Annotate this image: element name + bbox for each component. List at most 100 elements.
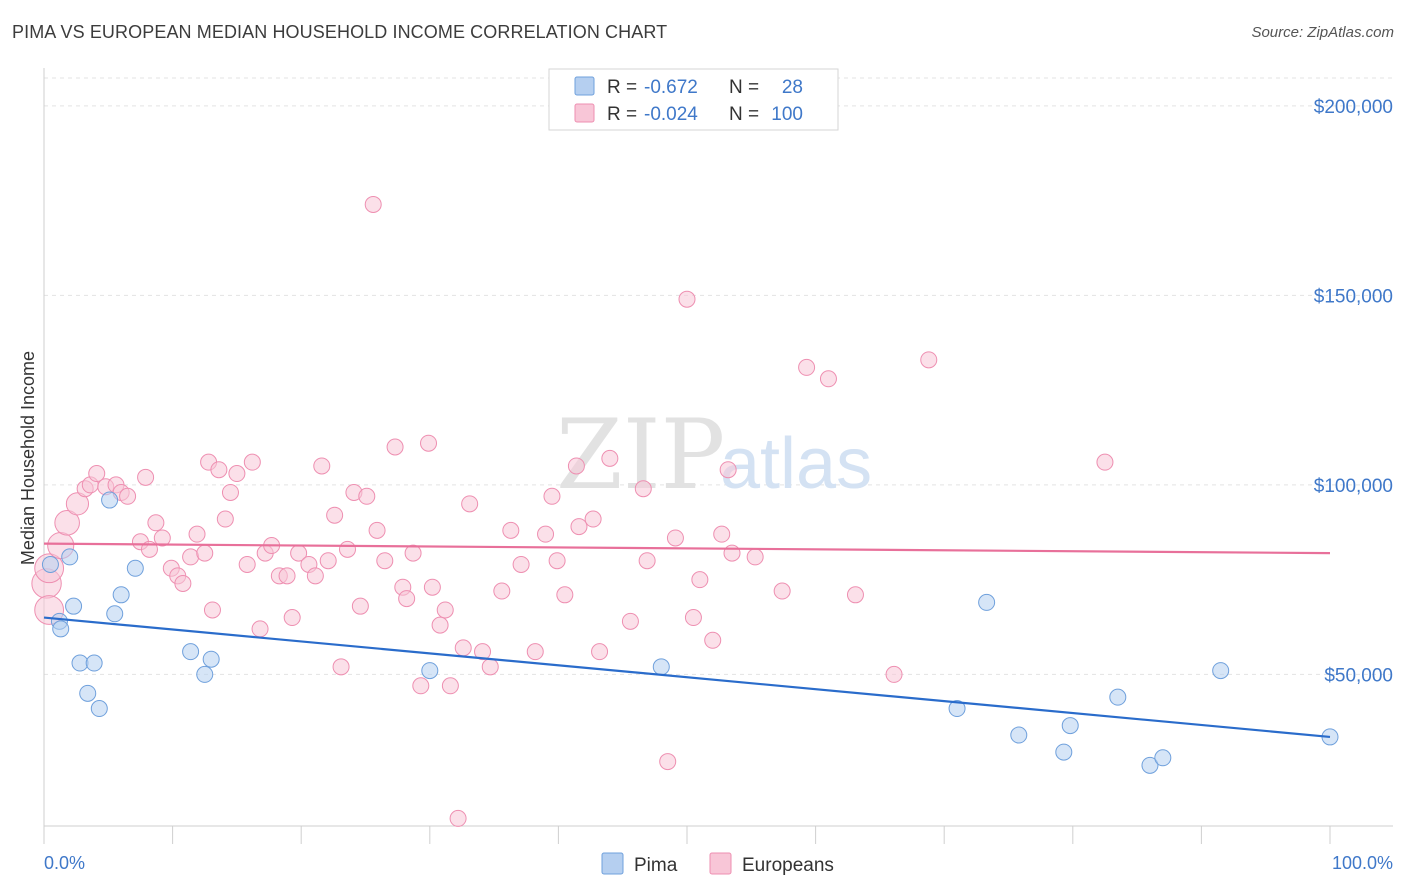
stats-legend-box [548,68,839,131]
europeans-point [283,609,301,627]
europeans-point [634,480,652,498]
europeans-point [182,548,200,566]
europeans-point [474,643,492,661]
europeans-point [719,461,737,479]
watermark-atlas: atlas [720,424,872,504]
europeans-point [188,525,206,543]
pima-swatch [574,76,595,96]
europeans-point [713,525,731,543]
pima-point [978,593,996,611]
europeans-point [441,677,459,695]
europeans-point [376,552,394,570]
pima-point [85,654,103,672]
europeans-point [203,601,221,619]
europeans-swatch [574,103,595,123]
series-legend: Pima Europeans [601,852,834,876]
europeans-point [691,571,709,589]
europeans-point [526,643,544,661]
pima-point [126,559,144,577]
europeans-point [493,582,511,600]
europeans-point [153,529,171,547]
europeans-point [1096,453,1114,471]
pima-point [1154,749,1172,767]
pima-point [112,586,130,604]
europeans-point [548,552,566,570]
europeans-point [147,514,165,532]
pima-point [652,658,670,676]
pima-point [1109,688,1127,706]
europeans-point [423,578,441,596]
europeans-point [210,461,228,479]
europeans-point [556,586,574,604]
europeans-point [319,552,337,570]
pima-point [71,654,89,672]
x-tick-label-max: 100.0% [1332,853,1393,873]
europeans-point [773,582,791,600]
europeans-point [621,612,639,630]
pima-trend-line [43,616,1331,739]
europeans-point [196,544,214,562]
europeans-point [228,465,246,483]
europeans-point [461,495,479,513]
europeans-point [65,492,90,516]
pima-point [1141,756,1159,774]
legend-europeans-label: Europeans [742,855,834,876]
europeans-point [591,643,609,661]
europeans-point [659,753,677,771]
europeans-point [666,529,684,547]
europeans-point [704,631,722,649]
europeans-trend-line [43,542,1331,555]
chart-title: PIMA VS EUROPEAN MEDIAN HOUSEHOLD INCOME… [12,22,668,42]
pima-point [202,650,220,668]
europeans-point [454,639,472,657]
europeans-point [684,609,702,627]
pima-r-label: R = [607,77,637,98]
europeans-point [537,525,555,543]
europeans-point [398,590,416,608]
europeans-point [221,483,239,501]
pima-point [182,643,200,661]
europeans-point [278,567,296,585]
europeans-point [306,567,324,585]
europeans-points [31,195,1114,827]
europeans-point [332,658,350,676]
legend-pima-label: Pima [634,855,678,876]
europeans-point [174,574,192,592]
x-tick-label-min: 0.0% [44,853,85,873]
europeans-point [137,468,155,486]
pima-r-value: -0.672 [644,77,698,98]
europeans-point [543,487,561,505]
europeans-point [54,510,80,536]
europeans-point [819,370,837,388]
europeans-point [502,521,520,539]
pima-point [196,665,214,683]
y-axis-label: Median Household Income [18,351,38,565]
europeans-point [368,521,386,539]
europeans-point [746,548,764,566]
pima-point [90,700,108,718]
y-tick-label: $50,000 [1324,665,1393,686]
europeans-point [243,453,261,471]
europeans-point [567,457,585,475]
europeans-point [313,457,331,475]
europeans-point [338,540,356,558]
europeans-point [678,290,696,308]
europeans-point [449,809,467,827]
pima-point [948,700,966,718]
pima-point [52,620,70,638]
y-tick-label: $200,000 [1314,97,1393,118]
x-axis-ticks [43,826,1331,844]
pima-point [1055,743,1073,761]
pima-points [41,491,1339,774]
stats-legend: R = -0.672 N = 28 R = -0.024 N = 100 [548,68,839,131]
pima-point [421,662,439,680]
y-tick-labels: $50,000 $100,000 $150,000 $200,000 [1314,97,1393,687]
grid-lines [44,77,1393,675]
europeans-point [512,555,530,573]
europeans-point [570,518,588,536]
europeans-point [584,510,602,528]
europeans-point [481,658,499,676]
europeans-point [436,601,454,619]
pima-point [61,548,79,566]
